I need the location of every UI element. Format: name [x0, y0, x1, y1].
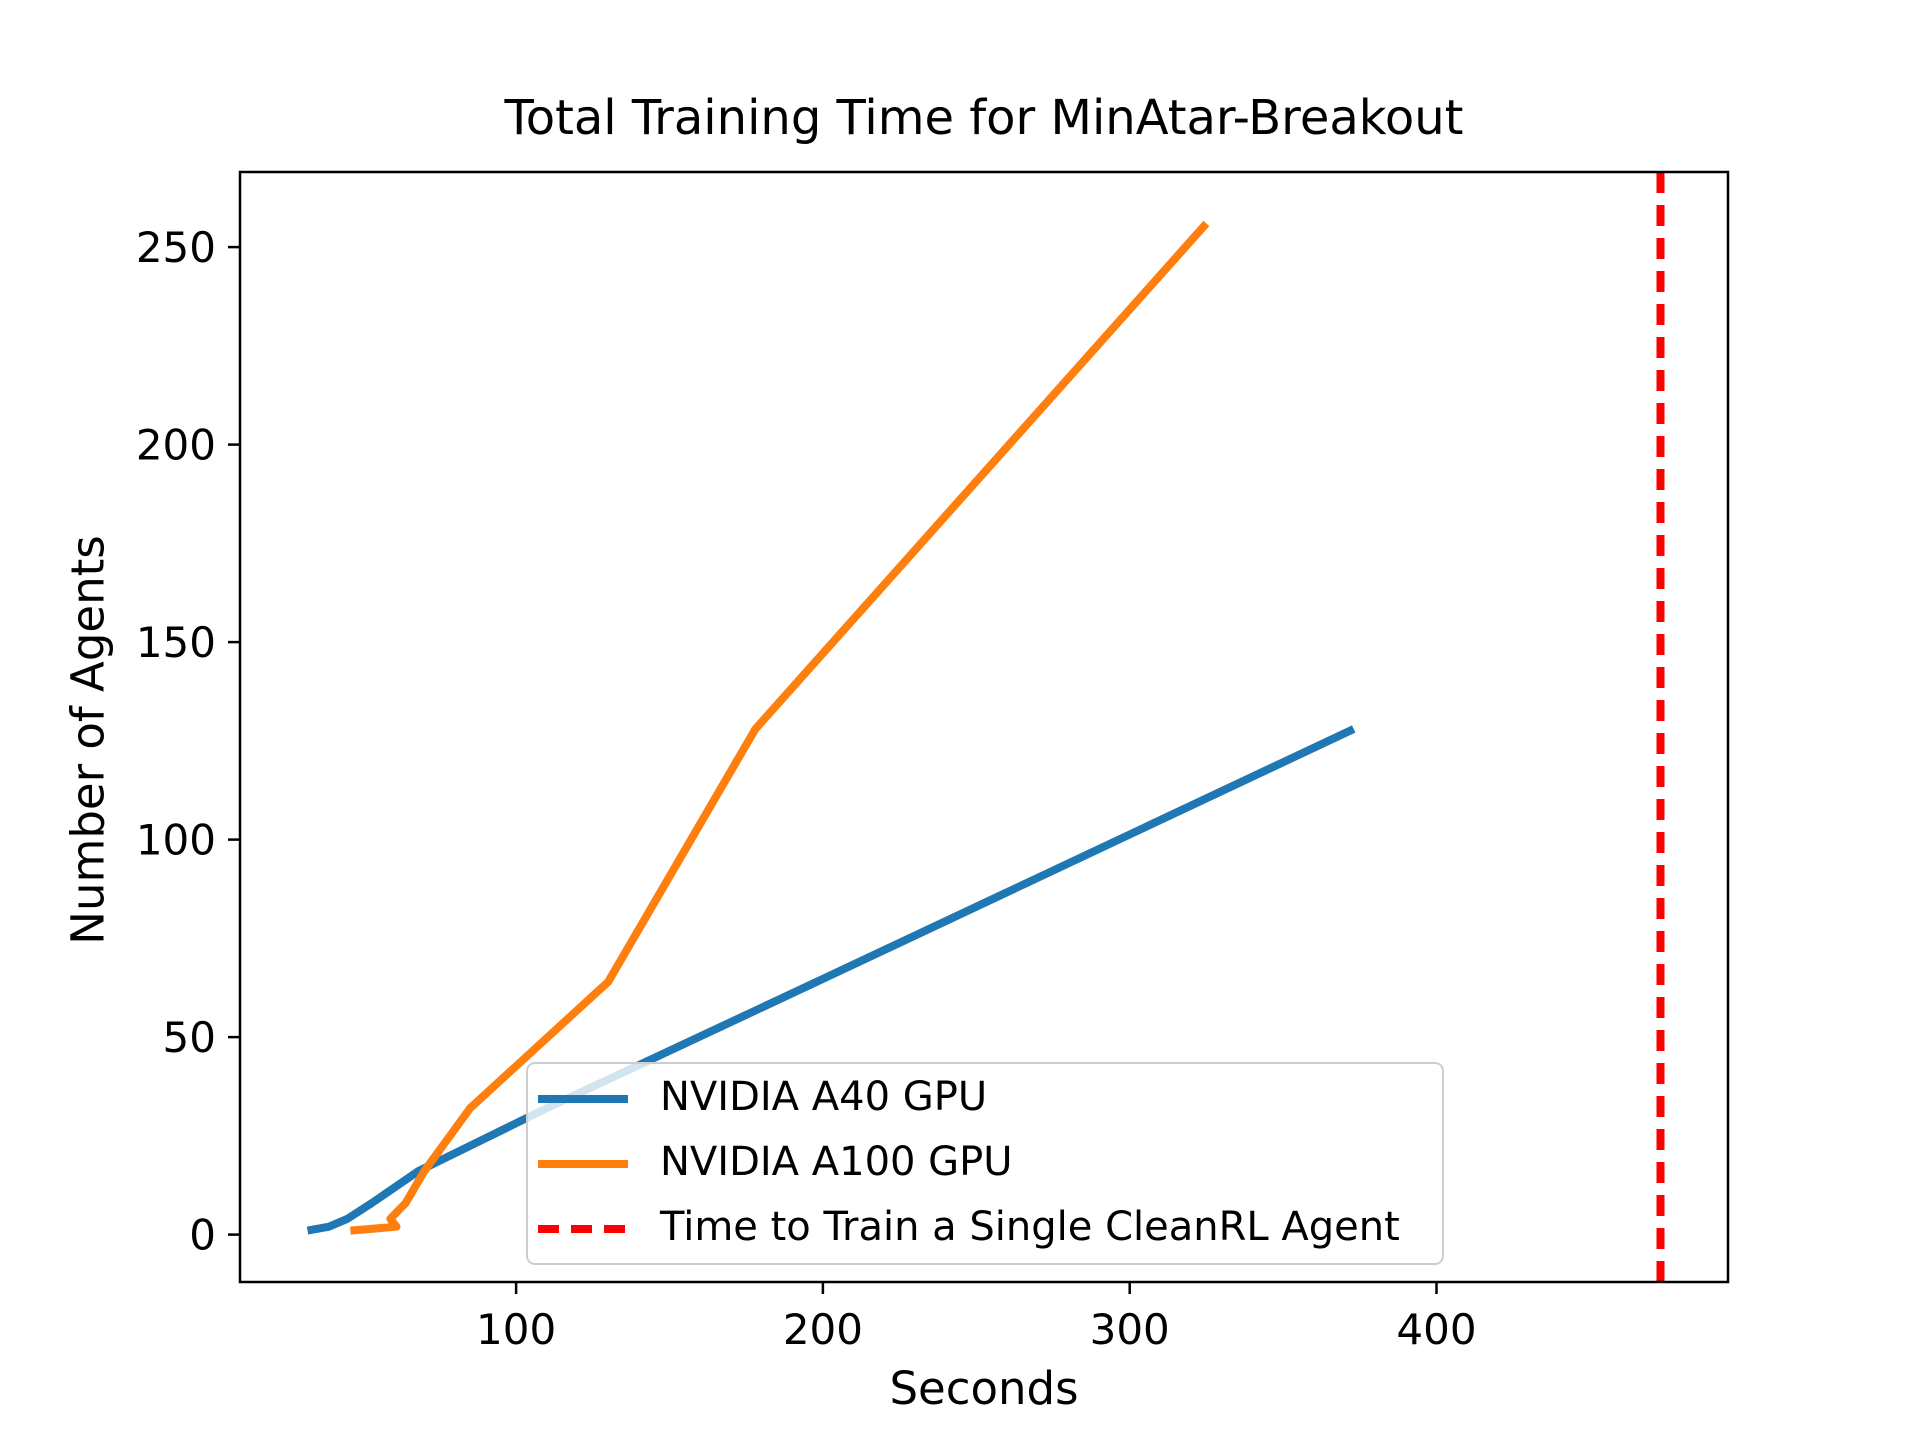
axes: [228, 170, 1730, 1294]
x-axis-label: Seconds: [889, 1362, 1079, 1415]
legend-label-a40: NVIDIA A40 GPU: [660, 1073, 988, 1120]
legend-solid-line-icon: [538, 1159, 628, 1168]
legend-label-single-agent: Time to Train a Single CleanRL Agent: [660, 1203, 1400, 1250]
y-axis-label: Number of Agents: [61, 535, 115, 945]
plot-border: [238, 170, 1730, 1284]
y-tick-label-150: 150: [136, 618, 216, 667]
legend-item-single-agent: Time to Train a Single CleanRL Agent: [528, 1196, 1442, 1261]
x-tick-label-300: 300: [1090, 1305, 1170, 1354]
legend-dashed-line-icon: [538, 1224, 628, 1233]
x-tick-label-400: 400: [1396, 1305, 1476, 1354]
line-nvidia-a40-gpu: [306, 725, 1356, 1235]
line-nvidia-a100-gpu: [350, 220, 1210, 1235]
chart-title: Total Training Time for MinAtar-Breakout: [504, 90, 1464, 146]
y-tick-label-250: 250: [136, 223, 216, 272]
y-tick-label-50: 50: [163, 1013, 216, 1062]
series-lines: [306, 220, 1356, 1235]
legend-solid-line-icon: [538, 1094, 628, 1103]
y-tick-label-200: 200: [136, 421, 216, 470]
tick-labels: 100 200 300 400 0 50 100 150 200 250: [136, 223, 1477, 1354]
legend-label-a100: NVIDIA A100 GPU: [660, 1138, 1013, 1185]
x-tick-label-200: 200: [783, 1305, 863, 1354]
legend: NVIDIA A40 GPU NVIDIA A100 GPU Time to T…: [526, 1062, 1444, 1265]
legend-item-a40: NVIDIA A40 GPU: [528, 1066, 1442, 1131]
legend-item-a100: NVIDIA A100 GPU: [528, 1131, 1442, 1196]
x-tick-label-100: 100: [476, 1305, 556, 1354]
y-tick-label-0: 0: [189, 1211, 216, 1260]
y-tick-label-100: 100: [136, 816, 216, 865]
